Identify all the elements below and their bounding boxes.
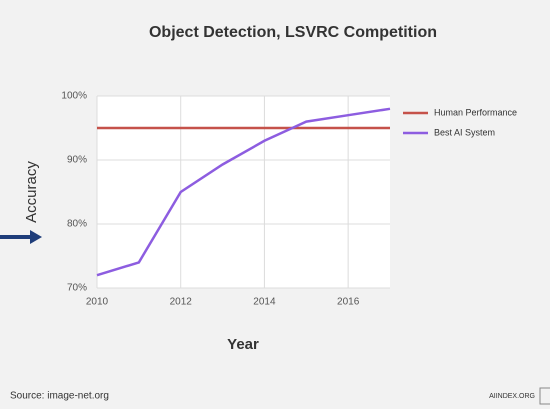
- line: [96, 107, 391, 277]
- y-tick-label: 80%: [67, 219, 87, 230]
- y-tick-label: 100%: [61, 91, 87, 102]
- legend-label: Human Performance: [434, 107, 517, 117]
- x-axis-label: Year: [227, 336, 259, 353]
- x-tick-label: 2016: [337, 297, 360, 308]
- x-tick-label: 2014: [253, 297, 276, 308]
- legend-label: Best AI System: [434, 127, 495, 137]
- x-tick-label: 2012: [170, 297, 193, 308]
- y-tick-label: 90%: [67, 155, 87, 166]
- logo-box: [539, 387, 550, 405]
- arrow: [0, 230, 42, 244]
- y-axis-label: Accuracy: [23, 161, 40, 223]
- credit: AIINDEX.ORG: [489, 393, 535, 400]
- source: Source: image-net.org: [10, 391, 109, 402]
- y-tick-label: 70%: [67, 283, 87, 294]
- x-tick-label: 2010: [86, 297, 109, 308]
- chart-title: Object Detection, LSVRC Competition: [149, 24, 437, 41]
